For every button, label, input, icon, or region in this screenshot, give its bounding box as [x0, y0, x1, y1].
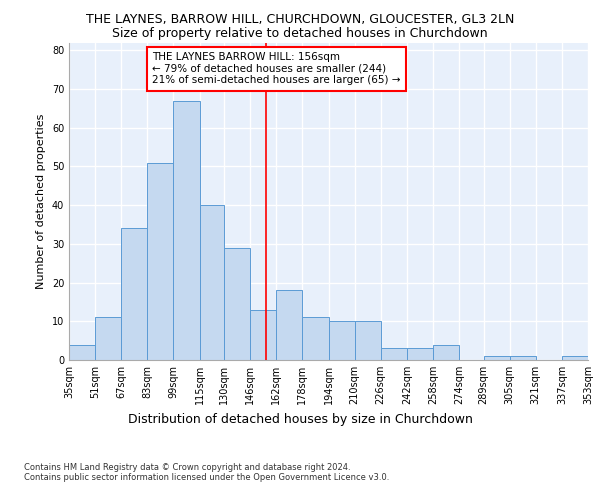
Text: Size of property relative to detached houses in Churchdown: Size of property relative to detached ho…	[112, 28, 488, 40]
Text: THE LAYNES, BARROW HILL, CHURCHDOWN, GLOUCESTER, GL3 2LN: THE LAYNES, BARROW HILL, CHURCHDOWN, GLO…	[86, 12, 514, 26]
Bar	[250, 310, 276, 360]
Bar	[148, 162, 173, 360]
Bar	[200, 205, 224, 360]
Bar	[355, 322, 381, 360]
Bar	[433, 344, 459, 360]
Text: THE LAYNES BARROW HILL: 156sqm
← 79% of detached houses are smaller (244)
21% of: THE LAYNES BARROW HILL: 156sqm ← 79% of …	[152, 52, 401, 86]
Bar	[329, 322, 355, 360]
Y-axis label: Number of detached properties: Number of detached properties	[36, 114, 46, 289]
Bar	[69, 344, 95, 360]
Bar	[407, 348, 433, 360]
Bar	[224, 248, 250, 360]
Text: Distribution of detached houses by size in Churchdown: Distribution of detached houses by size …	[128, 412, 472, 426]
Bar	[484, 356, 509, 360]
Bar	[173, 100, 200, 360]
Bar	[509, 356, 536, 360]
Bar	[381, 348, 407, 360]
Text: Contains HM Land Registry data © Crown copyright and database right 2024.
Contai: Contains HM Land Registry data © Crown c…	[24, 462, 389, 482]
Bar	[121, 228, 148, 360]
Bar	[95, 318, 121, 360]
Bar	[302, 318, 329, 360]
Bar	[562, 356, 588, 360]
Bar	[276, 290, 302, 360]
